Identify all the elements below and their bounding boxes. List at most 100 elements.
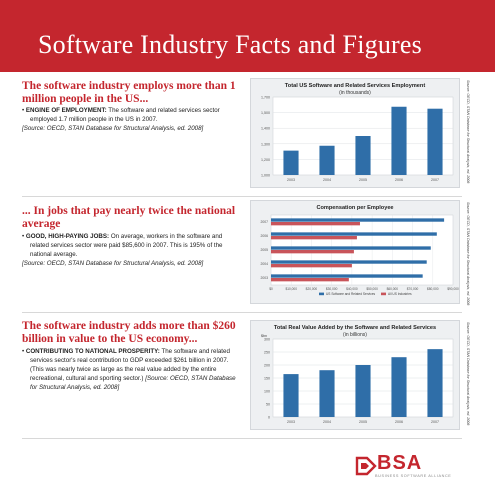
compensation-chart-xtick-label: $90,000: [447, 287, 459, 291]
employment-chart-bar: [355, 136, 371, 175]
employment-chart-bar: [427, 108, 443, 175]
employment-chart-title: Total US Software and Related Services E…: [284, 83, 426, 89]
compensation-chart-legend-swatch: [381, 292, 386, 296]
bsa-logo-mark-icon: [355, 456, 377, 476]
section-3-lead: CONTRIBUTING TO NATIONAL PROSPERITY:: [25, 348, 160, 355]
section-3-body: • CONTRIBUTING TO NATIONAL PROSPERITY: T…: [22, 348, 236, 391]
compensation-chart-ytick-label: 2003: [260, 276, 268, 280]
value-added-chart-subtitle: (in billions): [343, 332, 367, 338]
employment-chart-ytick-label: 1,300: [261, 142, 270, 146]
section-2-body: • GOOD, HIGH-PAYING JOBS: On average, wo…: [22, 232, 240, 268]
value-added-chart-bar: [427, 349, 443, 417]
section-2-source: [Source: OECD, STAN Database for Structu…: [22, 260, 204, 267]
section-1-lead: ENGINE OF EMPLOYMENT:: [25, 107, 107, 114]
compensation-chart-ytick-label: 2005: [260, 248, 268, 252]
value-added-chart-xtick-label: 2003: [287, 420, 295, 424]
section-divider-1: [22, 196, 462, 197]
compensation-chart-xtick-label: $60,000: [387, 287, 399, 291]
employment-chart-ytick-label: 1,400: [261, 127, 270, 131]
employment-chart-subtitle: (in thousands): [339, 90, 371, 96]
value-added-chart-bar: [283, 374, 299, 417]
compensation-chart-ytick-label: 2007: [260, 220, 268, 224]
value-added-chart-ytick-label: 0: [268, 416, 270, 420]
value-added-chart-title: Total Real Value Added by the Software a…: [273, 325, 437, 331]
page-title: Software Industry Facts and Figures: [38, 30, 422, 59]
value-added-chart-ytick-label: 300: [264, 338, 270, 342]
section-divider-3: [22, 438, 462, 439]
compensation-chart-ytick-label: 2006: [260, 234, 268, 238]
employment-chart-bar: [283, 150, 299, 175]
section-3-heading: The software industry adds more than $26…: [22, 320, 236, 345]
section-1-text: The software and related services sector…: [30, 107, 220, 123]
compensation-chart-legend-label: US Software and Related Services: [326, 292, 375, 296]
employment-chart-bar: [319, 145, 335, 175]
compensation-chart-ytick-label: 2004: [260, 262, 268, 266]
compensation-chart-xtick-label: $80,000: [427, 287, 439, 291]
section-divider-2: [22, 312, 462, 313]
value-added-chart-ytick-label: 250: [264, 351, 270, 355]
value-added-chart-ytick-label: 100: [264, 390, 270, 394]
section-3-text: The software and related services sector…: [30, 348, 230, 382]
value-added-chart-ytick-label: 200: [264, 364, 270, 368]
compensation-chart-legend-label: All US Industries: [388, 292, 412, 296]
employment-chart-ytick-label: 1,500: [261, 111, 270, 115]
compensation-chart-xtick-label: $50,000: [366, 287, 378, 291]
compensation-chart-title: Compensation per Employee: [316, 205, 394, 211]
compensation-chart-xtick-label: $20,000: [306, 287, 318, 291]
section-1-heading: The software industry employs more than …: [22, 80, 236, 105]
employment-chart-xtick-label: 2006: [395, 178, 403, 182]
compensation-chart-source-note: Source: OECD, STAN Database for Structur…: [466, 202, 470, 306]
compensation-chart-bar: [271, 232, 437, 236]
compensation-chart: Compensation per Employee $0 $10,000 $20,0…: [250, 200, 460, 304]
compensation-chart-bar: [271, 222, 360, 226]
employment-chart-ytick-label: 1,200: [261, 158, 270, 162]
compensation-chart-xtick-label: $0: [269, 287, 273, 291]
section-3-source: [Source: OECD, STAN Database for Structu…: [30, 375, 236, 391]
employment-chart-xtick-label: 2004: [323, 178, 331, 182]
value-added-chart: Total Real Value Added by the Software a…: [250, 320, 460, 430]
value-added-chart-bar: [391, 357, 407, 417]
compensation-chart-xtick-label: $10,000: [285, 287, 297, 291]
value-added-chart-source-note: Source: OECD, STAN Database for Structur…: [466, 322, 470, 426]
compensation-chart-bar: [271, 246, 431, 250]
bsa-logo-tagline: BUSINESS SOFTWARE ALLIANCE: [375, 474, 452, 478]
compensation-chart-bar: [271, 260, 427, 264]
value-added-chart-plot: 0 50 100 150 200 250 300 2003 2004 2005 2006 2007 $b…: [261, 334, 454, 424]
compensation-chart-bar: [271, 264, 352, 268]
employment-chart-xtick-label: 2007: [431, 178, 439, 182]
employment-chart-plot: 1,000 1,200 1,300 1,400 1,500 1,700 2003 2004 20…: [261, 96, 454, 182]
employment-chart-bar: [391, 106, 407, 175]
employment-chart-ytick-label: 1,700: [261, 96, 270, 100]
compensation-chart-bar: [271, 236, 357, 240]
value-added-chart-xtick-label: 2004: [323, 420, 331, 424]
compensation-chart-xtick-label: $30,000: [326, 287, 338, 291]
value-added-chart-bar: [355, 365, 371, 417]
title-banner: Software Industry Facts and Figures: [0, 0, 495, 72]
value-added-chart-bar: [319, 370, 335, 417]
bsa-logo: BSA BUSINESS SOFTWARE ALLIANCE: [355, 450, 465, 490]
compensation-chart-bar: [271, 274, 423, 278]
employment-chart-xtick-label: 2003: [287, 178, 295, 182]
compensation-chart-xtick-label: $40,000: [346, 287, 358, 291]
bsa-logo-word: BSA: [377, 452, 423, 474]
value-added-chart-ytick-label: 50: [266, 403, 270, 407]
compensation-chart-xtick-label: $70,000: [407, 287, 419, 291]
compensation-chart-bar: [271, 278, 349, 282]
employment-chart-source-note: Source: OECD, STAN Database for Structur…: [466, 80, 470, 184]
compensation-chart-plot: $0 $10,000 $20,000 $30,000 $40,000 $50,000 $60…: [260, 214, 459, 296]
section-2-heading: ... In jobs that pay nearly twice the na…: [22, 205, 236, 230]
value-added-chart-xtick-label: 2006: [395, 420, 403, 424]
value-added-chart-ytick-label: 150: [264, 377, 270, 381]
section-2-lead: GOOD, HIGH-PAYING JOBS:: [25, 233, 110, 240]
compensation-chart-legend-swatch: [319, 292, 324, 296]
employment-chart-ytick-label: 1,000: [261, 174, 270, 178]
value-added-chart-y-axis-label: $bn: [261, 334, 267, 338]
employment-chart-xtick-label: 2005: [359, 178, 367, 182]
section-1-body: • ENGINE OF EMPLOYMENT: The software and…: [22, 106, 240, 133]
compensation-chart-bar: [271, 250, 354, 254]
value-added-chart-xtick-label: 2007: [431, 420, 439, 424]
employment-chart: Total US Software and Related Services E…: [250, 78, 460, 188]
section-1-source: [Source: OECD, STAN Database for Structu…: [22, 125, 204, 132]
compensation-chart-bar: [271, 218, 445, 222]
value-added-chart-xtick-label: 2005: [359, 420, 367, 424]
